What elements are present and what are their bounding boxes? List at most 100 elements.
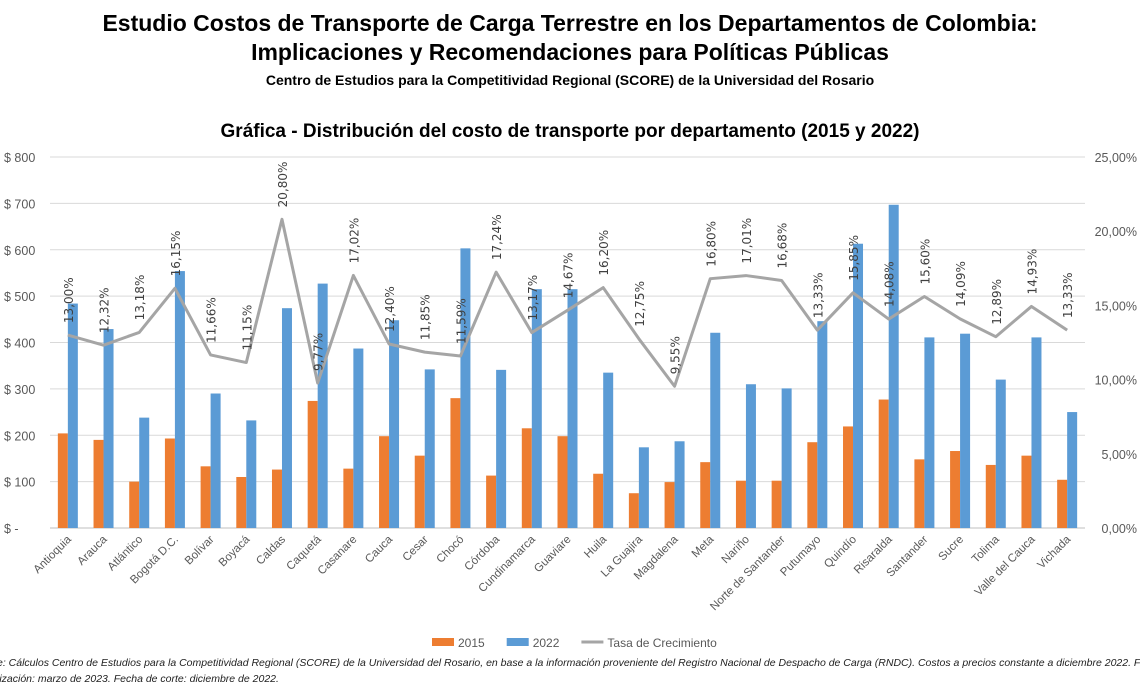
- x-tick-label: Chocó: [435, 534, 467, 566]
- y-left-tick-label: $ -: [4, 522, 19, 536]
- x-tick-label: Nariño: [720, 534, 752, 566]
- bar-2022: [674, 441, 685, 528]
- bar-2015: [57, 433, 68, 528]
- bar-2022: [638, 447, 649, 528]
- x-tick-label: Antioquia: [32, 533, 75, 576]
- legend-label: 2022: [533, 636, 560, 650]
- growth-data-label: 9,55%: [669, 336, 683, 374]
- y-right-tick-label: 20,00%: [1095, 225, 1137, 239]
- bar-2022: [210, 393, 221, 528]
- growth-data-label: 16,15%: [169, 231, 183, 277]
- report-title-line2: Implicaciones y Recomendaciones para Pol…: [251, 39, 889, 65]
- bar-2022: [389, 320, 400, 528]
- x-tick-label: Caldas: [254, 533, 288, 567]
- y-left-tick-label: $ 200: [4, 429, 35, 443]
- bar-2022: [853, 243, 864, 528]
- bar-2015: [236, 476, 247, 528]
- bar-2015: [735, 480, 746, 528]
- bar-2015: [343, 468, 354, 528]
- growth-data-label: 11,85%: [419, 294, 433, 340]
- bar-2015: [129, 481, 140, 528]
- growth-data-label: 12,32%: [98, 287, 112, 333]
- y-left-tick-label: $ 600: [4, 244, 35, 258]
- growth-data-label: 16,20%: [597, 230, 611, 276]
- bar-2015: [985, 464, 996, 528]
- bar-2022: [817, 321, 828, 528]
- bar-2022: [745, 384, 756, 528]
- growth-data-label: 15,60%: [918, 239, 932, 285]
- x-tick-label: Sucre: [936, 534, 966, 564]
- bar-2022: [424, 369, 435, 528]
- source-note-line2: lización: marzo de 2023. Fecha de corte:…: [0, 673, 279, 685]
- x-tick-label: Boyacá: [217, 533, 253, 569]
- bar-2015: [593, 473, 604, 528]
- y-left-tick-label: $ 700: [4, 197, 35, 211]
- bar-2022: [603, 372, 614, 528]
- bar-2022: [460, 248, 471, 528]
- growth-data-label: 12,40%: [383, 286, 397, 332]
- bar-2015: [628, 493, 639, 528]
- x-tick-label: Tolima: [970, 533, 1002, 565]
- bar-2015: [379, 436, 390, 528]
- growth-data-label: 13,33%: [1061, 272, 1075, 318]
- bar-2022: [567, 289, 578, 528]
- bar-2015: [1057, 479, 1068, 528]
- bar-2022: [174, 271, 185, 528]
- bar-2015: [1021, 455, 1032, 528]
- y-left-tick-label: $ 300: [4, 383, 35, 397]
- growth-data-label: 14,09%: [954, 261, 968, 307]
- legend-swatch: [506, 638, 529, 646]
- bar-2022: [1031, 337, 1042, 528]
- bar-2022: [924, 337, 935, 528]
- y-right-tick-label: 5,00%: [1102, 448, 1137, 462]
- bar-2022: [960, 333, 971, 528]
- growth-data-label: 16,68%: [776, 223, 790, 269]
- bar-2015: [414, 455, 425, 528]
- x-tick-label: Meta: [690, 533, 717, 560]
- legend-label: Tasa de Crecimiento: [607, 636, 717, 650]
- bar-2015: [700, 462, 711, 528]
- bar-2022: [781, 388, 792, 528]
- growth-data-label: 9,77%: [312, 333, 326, 371]
- bar-2022: [246, 420, 257, 528]
- bar-2015: [200, 466, 211, 528]
- growth-data-label: 13,18%: [133, 275, 147, 321]
- x-tick-label: Cesar: [401, 534, 431, 564]
- growth-data-label: 12,75%: [633, 281, 647, 327]
- growth-rate-line: [67, 217, 1068, 388]
- bar-2015: [878, 399, 889, 528]
- bar-2022: [995, 379, 1006, 528]
- bar-2015: [843, 426, 854, 528]
- y-left-tick-label: $ 500: [4, 290, 35, 304]
- growth-data-label: 15,85%: [847, 235, 861, 281]
- bar-2015: [807, 442, 818, 528]
- bar-2022: [888, 204, 899, 529]
- bar-2015: [307, 400, 318, 528]
- bar-2015: [93, 439, 104, 528]
- report-subtitle: Centro de Estudios para la Competitivida…: [265, 72, 875, 88]
- bar-2015: [486, 475, 497, 528]
- bar-2022: [353, 348, 364, 528]
- x-tick-label: Arauca: [75, 533, 110, 568]
- bar-2022: [139, 417, 150, 528]
- bar-2022: [317, 283, 328, 528]
- growth-data-label: 16,80%: [704, 221, 718, 267]
- growth-data-label: 11,59%: [454, 298, 468, 344]
- y-right-tick-label: 25,00%: [1095, 151, 1137, 165]
- growth-data-label: 13,33%: [811, 272, 825, 318]
- growth-data-label: 13,17%: [526, 275, 540, 321]
- growth-data-label: 12,89%: [990, 279, 1004, 325]
- legend-label: 2015: [458, 636, 485, 650]
- growth-data-label: 14,08%: [883, 261, 897, 307]
- bar-2015: [164, 438, 175, 528]
- growth-data-label: 11,15%: [240, 305, 254, 351]
- source-note-line1: e: Cálculos Centro de Estudios para la C…: [0, 657, 1140, 669]
- growth-data-label: 17,02%: [347, 218, 361, 264]
- bar-2022: [281, 308, 292, 528]
- growth-data-label: 13,00%: [62, 277, 76, 323]
- growth-data-label: 14,93%: [1025, 249, 1039, 295]
- y-left-tick-label: $ 400: [4, 337, 35, 351]
- x-tick-label: Guaviare: [532, 534, 573, 575]
- y-left-tick-label: $ 100: [4, 476, 35, 490]
